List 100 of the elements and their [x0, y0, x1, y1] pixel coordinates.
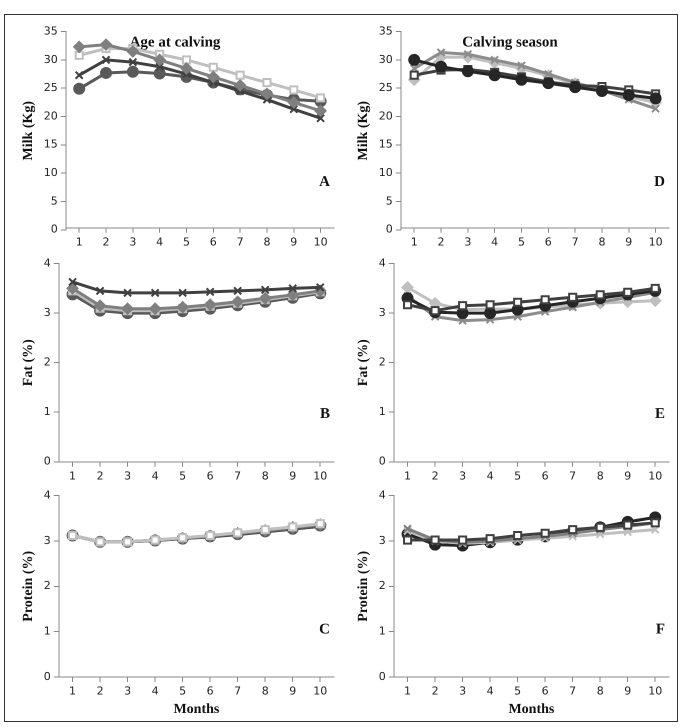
y-tick-label: 2 — [44, 579, 51, 592]
x-tick-label: 8 — [263, 235, 270, 248]
x-tick-label: 1 — [404, 684, 412, 698]
x-tick-label: 9 — [625, 235, 632, 248]
y-tick-label: 3 — [378, 534, 386, 547]
y-tick-label: 4 — [44, 488, 51, 502]
x-tick-label: 4 — [491, 235, 498, 248]
x-tick-label: 3 — [124, 684, 132, 698]
x-tick-label: 2 — [432, 684, 439, 698]
x-tick-label: 6 — [544, 235, 552, 248]
y-tick-label: 3 — [44, 306, 51, 320]
x-tick-label: 2 — [438, 235, 445, 248]
x-tick-label: 1 — [410, 235, 418, 248]
y-tick-label: 0 — [378, 670, 386, 683]
x-tick-label: 7 — [569, 684, 576, 698]
y-tick-label: 2 — [378, 356, 386, 369]
x-tick-label: 5 — [514, 684, 522, 698]
x-tick-label: 4 — [486, 469, 494, 482]
x-tick-label: 9 — [289, 684, 296, 698]
x-tick-label: 5 — [182, 235, 190, 248]
x-tick-label: 10 — [648, 235, 663, 248]
x-tick-label: 4 — [156, 235, 164, 248]
x-tick-label: 7 — [234, 684, 242, 698]
x-tick-label: 2 — [96, 469, 104, 482]
x-tick-label: 9 — [290, 235, 298, 248]
x-tick-label: 7 — [236, 235, 244, 248]
x-tick-label: 9 — [624, 469, 632, 482]
x-tick-label: 10 — [648, 684, 662, 698]
annotation: C — [319, 621, 330, 638]
y-tick-label: 5 — [50, 194, 58, 208]
x-tick-label: 7 — [234, 469, 242, 482]
x-tick-label: 5 — [514, 469, 522, 482]
x-tick-label: 8 — [596, 469, 604, 482]
y-tick-label: 1 — [378, 624, 386, 638]
y-tick-label: 5 — [386, 194, 393, 208]
y-tick-label: 1 — [44, 405, 51, 418]
y-tick-label: 0 — [386, 222, 393, 236]
x-tick-label: 10 — [313, 469, 328, 482]
x-tick-label: 10 — [648, 469, 662, 482]
x-tick-label: 4 — [152, 684, 159, 698]
y-tick-label: 0 — [378, 454, 386, 468]
y-tick-label: 1 — [378, 405, 386, 418]
x-tick-label: 2 — [102, 235, 110, 248]
x-tick-label: 8 — [262, 469, 269, 482]
y-tick-label: 30 — [378, 52, 393, 66]
y-axis-title: Milk (Kg) — [356, 100, 372, 160]
x-tick-label: 1 — [404, 469, 412, 482]
x-tick-label: 10 — [314, 235, 328, 248]
x-tick-label: 6 — [210, 235, 217, 248]
y-axis-title: Fat (%) — [356, 338, 372, 386]
x-axis-title: Months — [173, 702, 220, 718]
y-axis-title: Protein (%) — [356, 550, 372, 622]
y-tick-label: 30 — [44, 52, 58, 66]
annotation: D — [654, 174, 666, 190]
y-tick-label: 0 — [44, 454, 51, 468]
x-tick-label: 6 — [542, 469, 549, 482]
annotation: E — [654, 406, 665, 422]
x-tick-label: 2 — [432, 469, 439, 482]
y-tick-label: 2 — [44, 356, 51, 369]
chart-title: Calving season — [462, 34, 558, 50]
y-tick-label: 10 — [44, 166, 58, 180]
x-tick-label: 4 — [486, 684, 494, 698]
y-tick-label: 3 — [378, 306, 386, 320]
x-tick-label: 3 — [464, 235, 472, 248]
y-axis-title: Fat (%) — [21, 338, 36, 386]
annotation: F — [656, 621, 665, 638]
x-tick-label: 8 — [598, 235, 606, 248]
y-tick-label: 25 — [378, 81, 393, 94]
x-tick-label: 6 — [206, 684, 214, 698]
y-axis-title: Milk (Kg) — [21, 100, 36, 160]
y-axis-title: Protein (%) — [21, 550, 36, 622]
y-tick-label: 35 — [378, 24, 393, 38]
y-tick-label: 0 — [50, 222, 58, 236]
x-tick-label: 1 — [69, 684, 76, 698]
x-tick-label: 3 — [129, 235, 136, 248]
y-tick-label: 4 — [44, 256, 51, 270]
y-tick-label: 10 — [378, 166, 393, 180]
x-tick-label: 1 — [69, 469, 76, 482]
y-tick-label: 0 — [44, 670, 51, 683]
x-tick-label: 6 — [542, 684, 549, 698]
y-tick-label: 15 — [378, 138, 393, 151]
y-tick-label: 2 — [378, 579, 386, 592]
x-tick-label: 2 — [96, 684, 104, 698]
x-tick-label: 3 — [124, 469, 132, 482]
x-tick-label: 1 — [76, 235, 83, 248]
y-tick-label: 15 — [44, 138, 58, 151]
annotation: B — [320, 406, 330, 422]
y-tick-label: 25 — [44, 81, 58, 94]
x-tick-label: 8 — [262, 684, 269, 698]
x-tick-label: 3 — [459, 684, 466, 698]
x-tick-label: 3 — [459, 469, 466, 482]
x-tick-label: 8 — [596, 684, 604, 698]
y-tick-label: 3 — [44, 534, 51, 547]
x-tick-label: 5 — [179, 684, 186, 698]
x-tick-label: 4 — [152, 469, 159, 482]
y-tick-label: 20 — [378, 109, 393, 122]
x-tick-label: 5 — [179, 469, 186, 482]
x-tick-label: 7 — [572, 235, 579, 248]
y-tick-label: 4 — [378, 256, 386, 270]
y-tick-label: 20 — [44, 109, 58, 122]
